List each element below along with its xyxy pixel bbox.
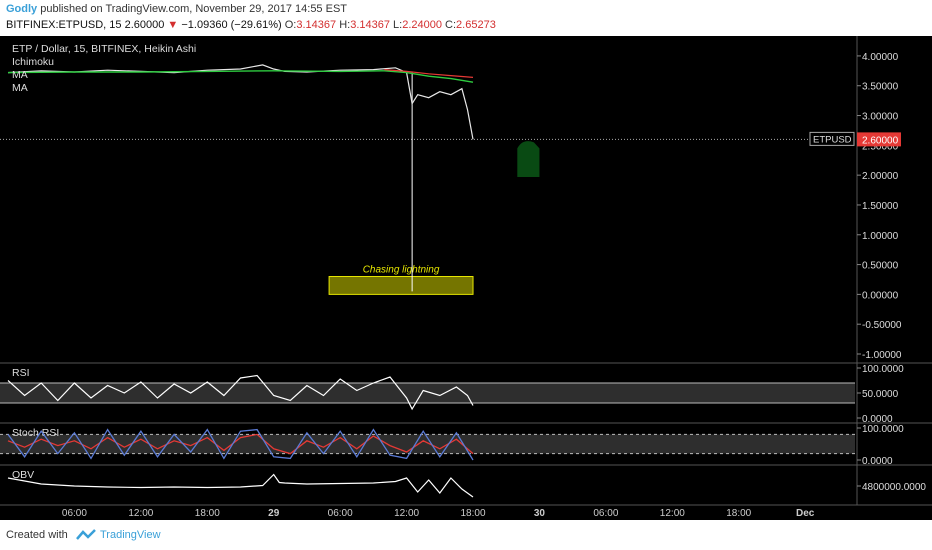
stoch-band xyxy=(0,434,855,454)
annotation-label: Chasing lightning xyxy=(363,265,440,276)
stoch-y-tick-label: 0.0000 xyxy=(862,456,893,467)
y-tick-label: 0.00000 xyxy=(862,290,899,301)
close-label: C: xyxy=(445,19,457,31)
publish-line: Godly published on TradingView.com, Nove… xyxy=(6,3,347,15)
chart-area[interactable]: 4.00000 3.50000 3.00000 2.50000 2.00000 1.500… xyxy=(0,36,932,520)
y-tick-label: 1.50000 xyxy=(862,201,899,212)
tradingview-brand[interactable]: TradingView xyxy=(100,529,161,541)
y-tick-label: 3.50000 xyxy=(862,82,899,93)
price-tag-box xyxy=(857,132,901,147)
price-line xyxy=(7,64,474,140)
obv-line xyxy=(7,473,474,498)
x-tick-label: 06:00 xyxy=(62,508,87,519)
pane-title: ETP / Dollar, 15, BITFINEX, Heikin Ashi xyxy=(12,43,196,55)
stoch-d-line xyxy=(7,433,474,455)
y-tick-label: 3.00000 xyxy=(862,112,899,123)
annotation-zone xyxy=(328,276,474,295)
stoch-title: Stoch RSI xyxy=(12,427,59,439)
created-with-text: Created with xyxy=(6,529,68,541)
indicator-label: MA xyxy=(12,82,28,94)
y-tick-label: 1.00000 xyxy=(862,231,899,242)
rsi-title: RSI xyxy=(12,367,30,379)
x-tick-label: 12:00 xyxy=(128,508,153,519)
y-tick-label: -0.50000 xyxy=(862,320,902,331)
x-tick-label: 18:00 xyxy=(195,508,220,519)
x-tick-label: 06:00 xyxy=(593,508,618,519)
close-value: 2.65273 xyxy=(456,19,496,31)
symbol-name: BITFINEX:ETPUSD, 15 xyxy=(6,19,122,31)
y-tick-label: 2.00000 xyxy=(862,171,899,182)
ma-red-line xyxy=(384,69,474,78)
symbol-line: BITFINEX:ETPUSD, 15 2.60000 ▼ −1.09360 (… xyxy=(6,19,496,31)
low-label: L: xyxy=(393,19,403,31)
y-tick-label: 0.50000 xyxy=(862,261,899,272)
high-label: H: xyxy=(339,19,351,31)
rsi-band xyxy=(0,383,855,403)
rsi-y-tick-label: 0.0000 xyxy=(862,414,893,425)
stoch-k-line xyxy=(7,428,474,461)
symbol-tag-label: ETPUSD xyxy=(813,134,852,145)
footer: Created with TradingView xyxy=(0,520,932,550)
x-tick-label: 30 xyxy=(534,508,546,519)
y-tick-label: 2.50000 xyxy=(862,141,899,152)
open-value: 3.14367 xyxy=(296,19,337,31)
stoch-y-tick-label: 100.0000 xyxy=(862,424,904,435)
price-tag-value: 2.60000 xyxy=(862,135,899,146)
x-tick-label: 12:00 xyxy=(660,508,685,519)
x-tick-label: 06:00 xyxy=(328,508,353,519)
x-tick-label: 29 xyxy=(268,508,280,519)
low-value: 2.24000 xyxy=(402,19,442,31)
obv-y-tick-label: 4800000.0000 xyxy=(862,482,926,493)
ma-green-line xyxy=(7,70,474,83)
obv-title: OBV xyxy=(12,469,34,481)
rsi-y-tick-label: 50.0000 xyxy=(862,389,899,400)
high-value: 3.14367 xyxy=(350,19,390,31)
y-tick-label: 4.00000 xyxy=(862,52,899,63)
x-tick-label: 12:00 xyxy=(394,508,419,519)
price-change: −1.09360 (−29.61%) xyxy=(181,19,282,31)
chart-svg[interactable]: 4.00000 3.50000 3.00000 2.50000 2.00000 1.500… xyxy=(0,36,932,520)
down-arrow-icon: ▼ xyxy=(167,19,179,31)
y-tick-label: -1.00000 xyxy=(862,350,902,361)
indicator-label: MA xyxy=(12,69,28,81)
ichimoku-cloud xyxy=(517,141,540,177)
rsi-line xyxy=(7,374,474,411)
indicator-label: Ichimoku xyxy=(12,56,54,68)
chart-header: Godly published on TradingView.com, Nove… xyxy=(0,0,932,36)
last-price: 2.60000 xyxy=(124,19,165,31)
x-tick-label: 18:00 xyxy=(461,508,486,519)
tradingview-logo-icon xyxy=(76,529,96,540)
symbol-tag-box xyxy=(809,131,855,146)
x-tick-label: 18:00 xyxy=(726,508,751,519)
author-name[interactable]: Godly xyxy=(6,3,38,15)
x-tick-label: Dec xyxy=(796,508,815,519)
rsi-y-tick-label: 100.0000 xyxy=(862,364,904,375)
published-text: published on TradingView.com, November 2… xyxy=(40,3,347,15)
open-label: O: xyxy=(284,19,297,31)
